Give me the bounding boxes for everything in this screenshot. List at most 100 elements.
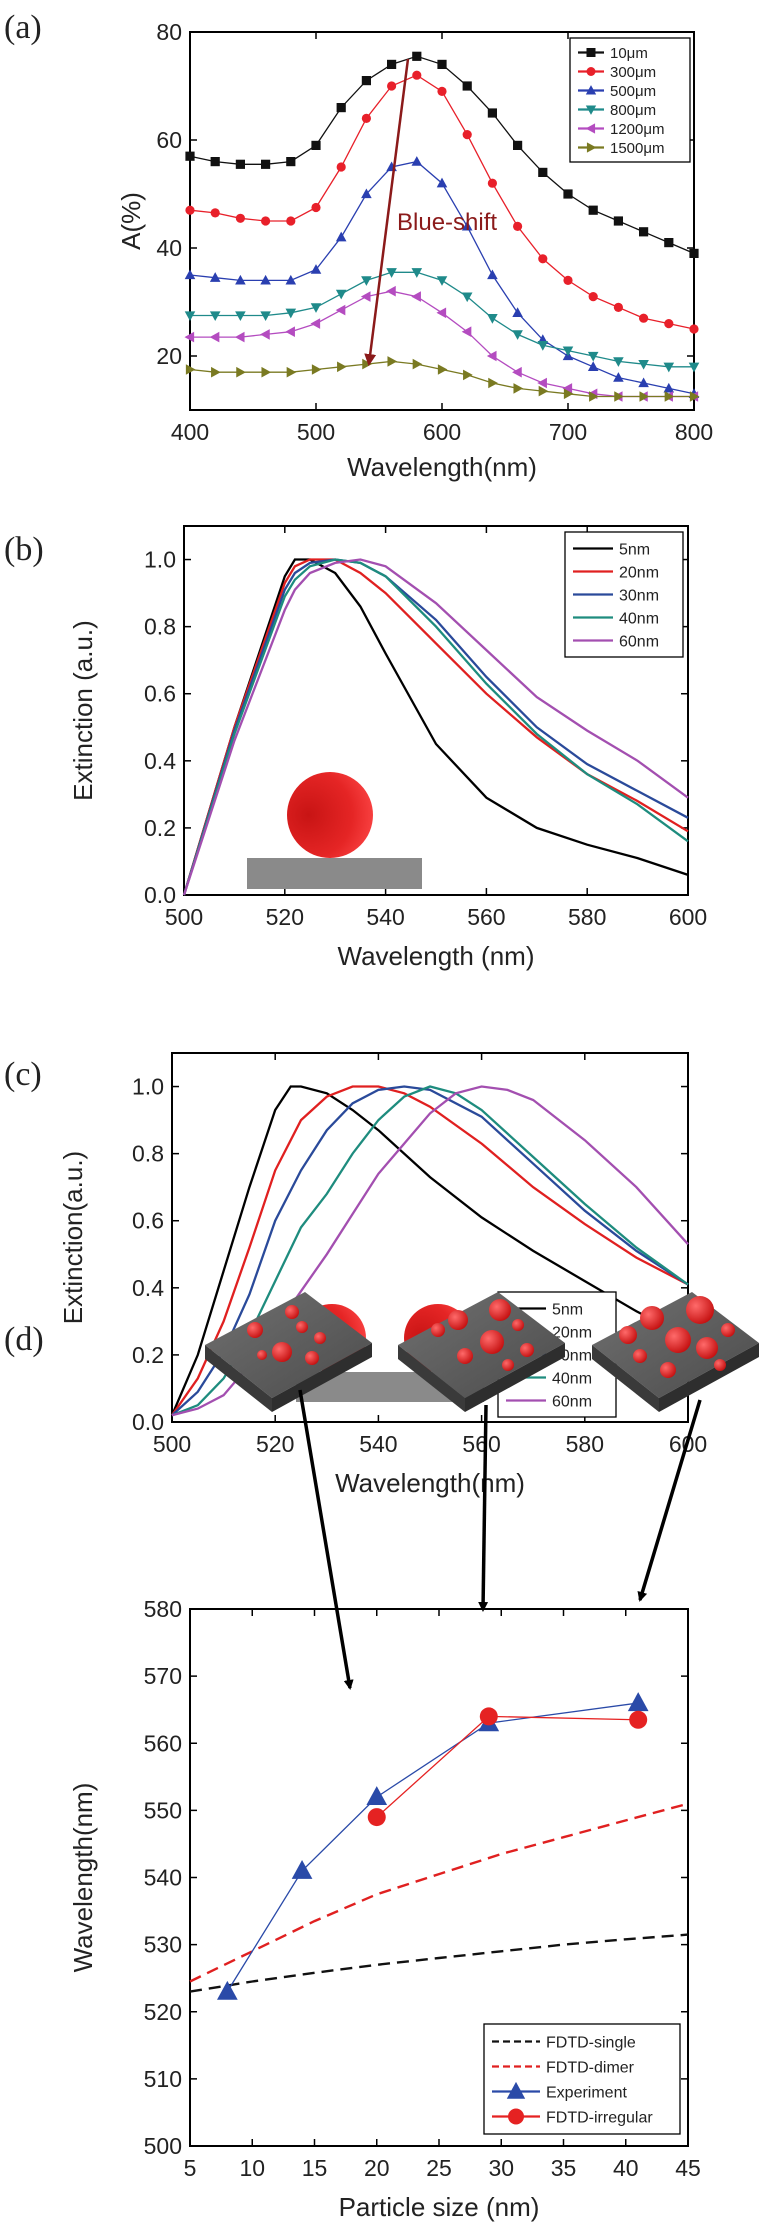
chart-a-point-1500um — [412, 358, 423, 370]
chart-d-x-axis-label: Particle size (nm) — [339, 2192, 540, 2222]
blue-shift-arrow — [364, 58, 410, 367]
chart-a-point-800um — [335, 289, 347, 300]
chart-a-point-10um — [689, 248, 699, 258]
link-arrows — [298, 1389, 702, 1690]
sphere-single — [287, 772, 373, 858]
chart-c-y-tick-label: 0.4 — [132, 1275, 164, 1301]
chart-d-x-tick-label: 45 — [675, 2155, 701, 2181]
chart-a-point-800um — [688, 362, 700, 373]
chart-c-x-tick-label: 520 — [256, 1431, 294, 1457]
chart-a-point-1500um — [614, 391, 624, 402]
chart-c-series-line-30nm — [171, 1085, 689, 1417]
chart-d-x-tick-label: 25 — [426, 2155, 452, 2181]
chart-c-y-tick-label: 0.0 — [132, 1409, 164, 1435]
substrate-b — [247, 858, 422, 889]
inset-sphere-on-substrate — [247, 772, 422, 889]
chart-d-series-line-fdtd-irregular — [376, 1715, 639, 1818]
chart-b-legend-label-40nm: 40nm — [619, 610, 659, 627]
chart-d-point-experiment — [366, 1786, 388, 1806]
chart-a-point-500um — [260, 274, 271, 285]
chart-d-y-tick-label: 550 — [144, 1797, 182, 1823]
chart-a-point-500um — [285, 274, 297, 285]
chart-c-series-line-20nm — [171, 1085, 689, 1416]
chart-b-x-tick-label: 500 — [165, 904, 203, 930]
chart-a-point-500um — [487, 269, 498, 280]
chart-a-point-800um — [537, 341, 549, 351]
chart-a-y-tick-label: 20 — [156, 343, 182, 369]
chart-a-point-10um — [487, 108, 497, 118]
chart-a-point-800um — [235, 311, 246, 322]
chart-d-y-tick-label: 560 — [144, 1730, 182, 1756]
chart-c-y-axis-label: Extinction(a.u.) — [58, 1151, 88, 1324]
chart-a-point-10um — [664, 238, 674, 248]
chart-a-point-800um — [260, 311, 271, 322]
chart-d-series-line-experiment — [226, 1702, 639, 1992]
chart-a-point-800um — [562, 346, 574, 357]
chart-a-point-300um — [412, 70, 422, 80]
chart-a-point-10um — [437, 59, 447, 69]
chart-d-x-tick-label: 15 — [302, 2155, 328, 2181]
chart-a-legend-label-1500um: 1500μm — [610, 140, 665, 157]
chart-a-point-1500um — [261, 366, 272, 378]
chart-c-y-tick-label: 0.2 — [132, 1342, 164, 1368]
chart-b-series-line-40nm — [182, 558, 689, 896]
chart-d-x-tick-label: 5 — [184, 2155, 197, 2181]
chart-a-point-500um — [461, 220, 473, 231]
chart-c-x-axis-label: Wavelength(nm) — [335, 1468, 525, 1498]
chart-d-legend-marker-fdtd-irregular — [508, 2108, 524, 2125]
chart-d-y-tick-label: 510 — [144, 2066, 182, 2092]
chart-d-x-tick-label: 30 — [488, 2155, 514, 2181]
chart-b-y-tick-label: 1.0 — [144, 547, 176, 573]
chart-c-legend-label-60nm: 60nm — [552, 1393, 592, 1410]
chart-a-point-300um — [336, 162, 346, 172]
chart-a-point-800um — [361, 276, 372, 286]
chart-a-point-10um — [412, 51, 422, 61]
chart-a-point-800um — [461, 292, 473, 303]
chart-a-point-300um — [487, 178, 497, 188]
chart-a-point-1200um — [184, 331, 195, 343]
chart-a-legend-marker-500um — [585, 85, 597, 95]
chart-a-point-500um — [310, 264, 322, 274]
chart-a-point-500um — [361, 188, 372, 199]
chart-a-point-300um — [261, 216, 271, 226]
chart-a-point-10um — [513, 140, 523, 150]
chart-a-point-800um — [209, 311, 221, 322]
chart-d-y-tick-label: 500 — [144, 2133, 182, 2159]
chart-a-point-800um — [436, 276, 448, 286]
blue-shift-annotation: Blue-shift — [397, 209, 497, 236]
chart-a-point-1200um — [537, 377, 547, 389]
chart-d-point-experiment — [627, 1692, 649, 1712]
chart-a-point-300um — [210, 208, 220, 218]
chart-d-legend-label-experiment: Experiment — [546, 2084, 627, 2101]
chart-a-point-800um — [310, 303, 322, 313]
chart-c-legend-label-40nm: 40nm — [552, 1370, 592, 1387]
chart-d: 5 10 15 20 25 30 35 40 4550051052053054055056057… — [68, 1596, 701, 2222]
chart-a-point-300um — [538, 254, 548, 264]
chart-a-point-800um — [411, 268, 423, 278]
chart-b-x-tick-label: 560 — [467, 904, 505, 930]
chart-a-point-800um — [512, 330, 523, 340]
chart-b-x-tick-label: 520 — [266, 904, 304, 930]
chart-b-x-tick-label: 600 — [669, 904, 707, 930]
chart-a-point-500um — [209, 272, 221, 282]
chart-a-point-10um — [462, 81, 472, 91]
chart-b-legend-label-60nm: 60nm — [619, 633, 659, 650]
panel-label-d: (d) — [4, 1321, 44, 1358]
chart-a-point-800um — [487, 314, 498, 324]
chart-c-y-tick-label: 0.8 — [132, 1141, 164, 1167]
chart-a-point-10um — [185, 151, 195, 161]
chart-d-y-tick-label: 540 — [144, 1865, 182, 1891]
chart-a-point-800um — [386, 268, 397, 278]
chart-a-y-tick-label: 40 — [156, 235, 182, 261]
chart-a-point-500um — [184, 269, 196, 280]
chart-d-series-line-fdtd-dimer — [189, 1802, 689, 1983]
chart-a-point-10um — [563, 189, 573, 199]
chart-a-point-1500um — [513, 383, 524, 394]
chart-a-legend-marker-800um — [585, 105, 597, 115]
chart-a-point-10um — [613, 216, 623, 226]
chart-a-point-1200um — [335, 304, 346, 316]
chart-b-y-tick-label: 0.4 — [144, 748, 176, 774]
chart-a-point-1500um — [185, 364, 196, 375]
substrate-render-medium — [398, 1292, 565, 1412]
